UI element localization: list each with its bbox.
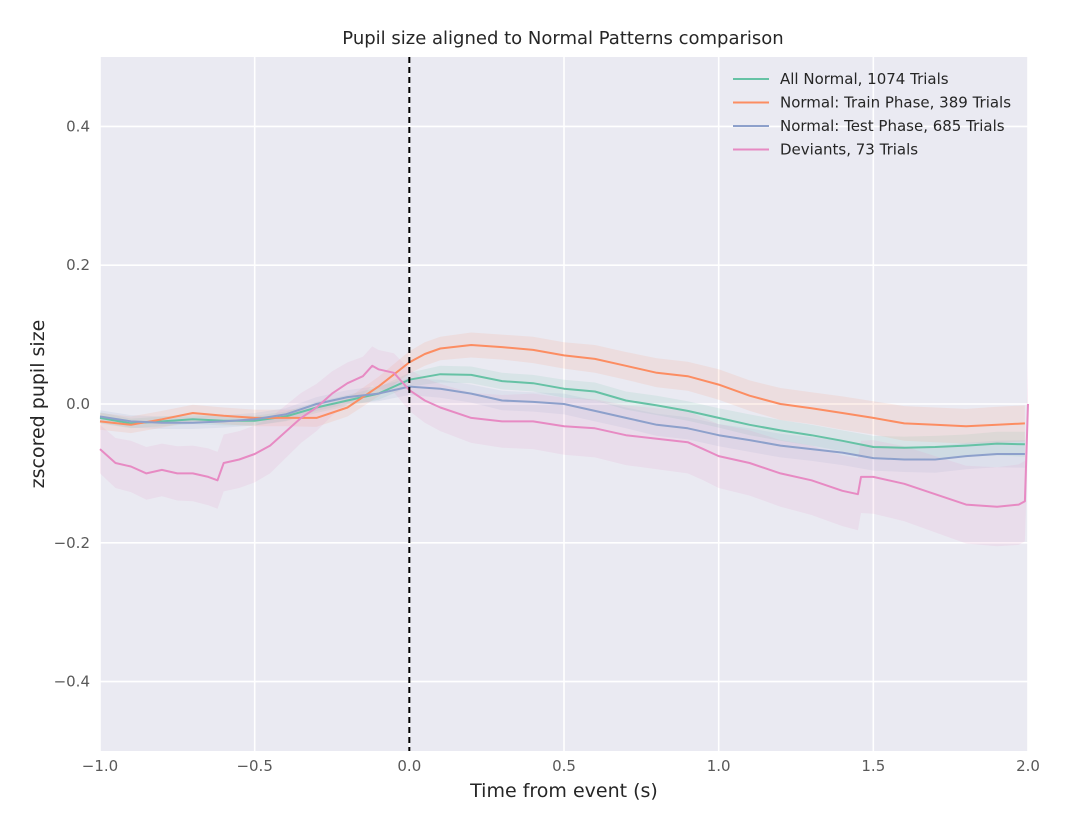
x-tick-label: 1.5 bbox=[861, 757, 885, 775]
ci-band-series-2 bbox=[100, 332, 1025, 444]
series-line-3 bbox=[99, 385, 1025, 461]
x-axis-ticks: −1.0 −0.5 0.0 0.5 1.0 1.5 2.0 bbox=[82, 757, 1040, 775]
x-axis-label: Time from event (s) bbox=[469, 780, 658, 802]
legend-label-series-1: All Normal, 1074 Trials bbox=[780, 70, 949, 88]
y-tick-label: −0.4 bbox=[54, 673, 90, 691]
chart-title: Pupil size aligned to Normal Patterns co… bbox=[342, 28, 783, 49]
series-lines bbox=[99, 344, 1029, 508]
y-axis-ticks: −0.4 −0.2 0.0 0.2 0.4 bbox=[54, 117, 90, 690]
ci-band-series-1 bbox=[100, 365, 1025, 459]
y-tick-label: 0.2 bbox=[66, 256, 90, 274]
x-tick-label: 0.0 bbox=[397, 757, 421, 775]
series-line-1 bbox=[99, 373, 1025, 449]
y-tick-label: −0.2 bbox=[54, 534, 90, 552]
x-tick-label: 2.0 bbox=[1016, 757, 1040, 775]
x-tick-label: −0.5 bbox=[236, 757, 272, 775]
legend-label-series-2: Normal: Train Phase, 389 Trials bbox=[780, 94, 1011, 112]
x-tick-label: −1.0 bbox=[82, 757, 118, 775]
legend: All Normal, 1074 Trials Normal: Train Pha… bbox=[733, 70, 1011, 159]
ci-band-series-3 bbox=[100, 378, 1025, 473]
x-tick-label: 0.5 bbox=[552, 757, 576, 775]
confidence-bands bbox=[100, 332, 1028, 547]
y-tick-label: 0.0 bbox=[66, 395, 90, 413]
x-tick-label: 1.0 bbox=[707, 757, 731, 775]
series-line-4 bbox=[99, 364, 1029, 508]
y-axis-label: zscored pupil size bbox=[27, 320, 49, 489]
y-tick-label: 0.4 bbox=[66, 117, 90, 135]
legend-label-series-3: Normal: Test Phase, 685 Trials bbox=[780, 117, 1005, 135]
legend-label-series-4: Deviants, 73 Trials bbox=[780, 141, 918, 159]
ci-band-series-4 bbox=[100, 346, 1028, 547]
